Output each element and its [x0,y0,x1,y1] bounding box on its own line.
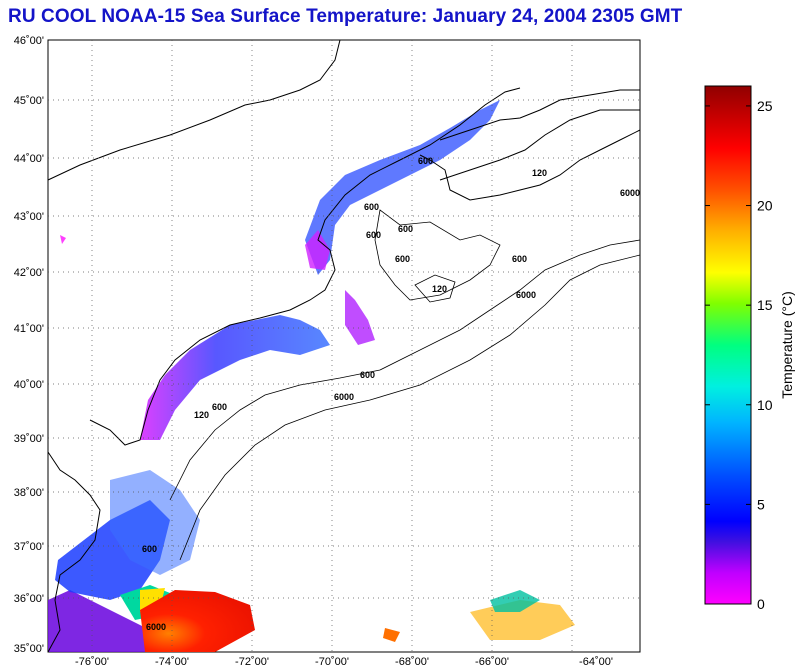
graticule [48,40,640,652]
sst-gulf-stream [140,590,255,652]
colorbar-scale [704,85,752,605]
lat-label: 41˚00' [14,323,44,335]
canada-us-border [47,39,341,181]
colorbar-tick-label: 5 [757,496,765,512]
lat-label: 43˚00' [14,211,44,223]
lat-label: 42˚00' [14,267,44,279]
colorbar: 25 20 15 10 5 0 Temperature (°C) [704,85,795,612]
contour-label: 600 [212,402,227,412]
contour-georges-bank [374,209,501,301]
lat-label: 44˚00' [14,153,44,165]
lat-label: 38˚00' [14,487,44,499]
sst-blue-offshore-south [110,470,200,575]
colorbar-tick-label: 15 [757,297,773,313]
latitude-axis: 46˚00' 45˚00' 44˚00' 43˚00' 42˚00' 41˚00… [14,35,44,655]
contour-label: 120 [194,410,209,420]
contour-label: 600 [366,230,381,240]
lon-label: -64˚00' [579,656,613,668]
colorbar-title: Temperature (°C) [779,291,795,399]
colorbar-tick-label: 25 [757,98,773,114]
contour-label: 6000 [620,188,640,198]
map-area: 600 600 600 600 600 600 120 120 6000 600… [14,35,641,668]
lat-label: 39˚00' [14,433,44,445]
lat-label: 46˚00' [14,35,44,47]
colorbar-tick-label: 0 [757,596,765,612]
colorbar-tick-label: 10 [757,397,773,413]
lat-label: 36˚00' [14,593,44,605]
lon-label: -68˚00' [395,656,429,668]
contour-label: 6000 [334,392,354,402]
sst-massachusetts-bay [305,230,330,270]
contour-label: 6000 [146,622,166,632]
lon-label: -74˚00' [155,656,189,668]
contour-label: 600 [512,254,527,264]
map-title: RU COOL NOAA-15 Sea Surface Temperature:… [8,6,683,27]
sst-mid-atlantic-shelf [140,315,330,440]
sst-gulf-of-maine-coastal [305,100,500,275]
coastline-northeast [89,87,521,446]
lat-label: 45˚00' [14,95,44,107]
lat-label: 40˚00' [14,379,44,391]
contour-label-group: 600 600 600 600 600 600 120 120 6000 600… [142,156,640,632]
sst-speck [60,235,66,244]
contour-label: 120 [432,284,447,294]
bathymetry-contours [169,209,641,561]
sst-green-patch-b [490,590,540,612]
sst-warm-patch-a [383,628,400,642]
sst-nantucket-shoals [345,290,375,345]
coastline-new-brunswick [439,89,640,141]
contour-label: 120 [532,168,547,178]
coastline-nova-scotia [439,109,640,181]
lon-label: -66˚00' [475,656,509,668]
colorbar-tick-label: 20 [757,198,773,214]
lon-label: -70˚00' [315,656,349,668]
contour-label: 6000 [516,290,536,300]
contour-label: 600 [364,202,379,212]
contour-label: 600 [398,224,413,234]
coastlines [47,39,641,653]
contour-label: 600 [395,254,410,264]
sst-imagery [48,100,575,652]
lat-label: 35˚00' [14,643,44,655]
contour-label: 600 [418,156,433,166]
longitude-axis: -76˚00' -74˚00' -72˚00' -70˚00' -68˚00' … [75,656,613,668]
sst-cold-patch-south [48,590,170,652]
contour-600m [169,239,641,501]
lon-label: -72˚00' [235,656,269,668]
colorbar-ticks: 25 20 15 10 5 0 [705,98,773,612]
coastline-virginia-carolina [47,451,101,653]
lat-label: 37˚00' [14,541,44,553]
contour-label: 600 [142,544,157,554]
coastline-bay-of-fundy [419,129,641,201]
contour-label: 600 [360,370,375,380]
contour-georges-inner [414,274,456,303]
contour-6000m [179,254,641,561]
lon-label: -76˚00' [75,656,109,668]
